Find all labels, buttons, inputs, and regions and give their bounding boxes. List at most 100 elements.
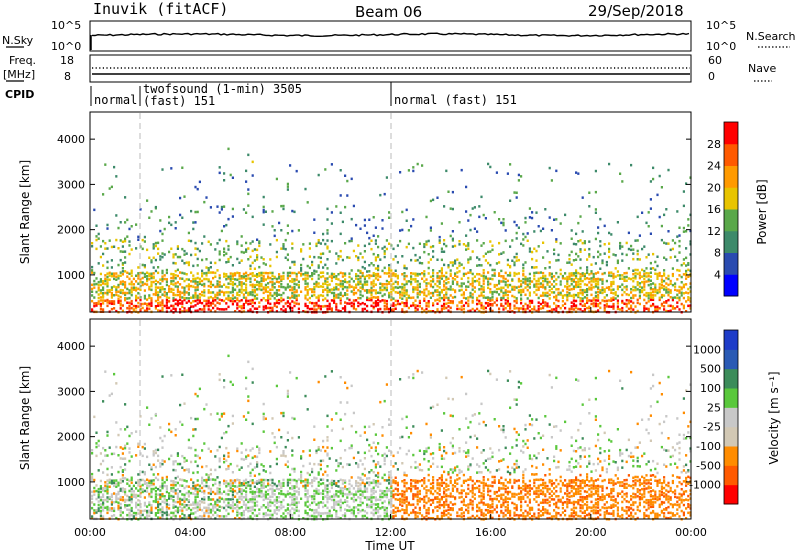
velocity-cell: [161, 511, 163, 514]
velocity-cell: [357, 504, 359, 507]
power-cell: [289, 267, 291, 270]
velocity-cell: [214, 479, 216, 482]
power-cell: [157, 242, 159, 245]
velocity-cell: [142, 488, 144, 491]
power-cell: [241, 291, 243, 294]
power-cell: [667, 242, 669, 245]
power-cell: [201, 294, 203, 297]
power-cell: [606, 305, 608, 308]
power-cell: [639, 277, 641, 280]
velocity-cell: [201, 509, 203, 512]
power-cell: [650, 296, 652, 299]
power-cell: [395, 270, 397, 273]
power-cell: [331, 280, 333, 283]
velocity-cell: [208, 478, 210, 481]
power-cell: [335, 296, 337, 299]
power-cell: [219, 289, 221, 292]
velocity-cell: [227, 489, 229, 492]
power-cell: [366, 275, 368, 278]
power-cell: [487, 283, 489, 286]
power-cell: [555, 299, 557, 302]
power-cell: [604, 225, 606, 228]
velocity-cell: [175, 484, 177, 487]
power-cell: [197, 188, 199, 191]
power-cell: [243, 289, 245, 292]
velocity-cell: [344, 512, 346, 515]
power-cell: [450, 235, 452, 238]
power-cell: [498, 288, 500, 291]
velocity-cell: [353, 412, 355, 415]
velocity-cell: [381, 426, 383, 429]
velocity-cell: [216, 412, 218, 415]
velocity-cell: [161, 509, 163, 512]
power-cell: [342, 307, 344, 310]
power-cell: [654, 291, 656, 294]
power-cell: [315, 308, 317, 311]
velocity-cell: [93, 503, 95, 506]
velocity-cell: [122, 458, 124, 461]
power-cell: [637, 216, 639, 219]
power-cell: [423, 270, 425, 273]
velocity-cell: [263, 482, 265, 485]
power-cell: [150, 305, 152, 308]
velocity-cell: [342, 466, 344, 469]
power-cell: [445, 276, 447, 279]
power-cell: [535, 289, 537, 292]
velocity-cell: [236, 486, 238, 489]
power-cell: [546, 305, 548, 308]
velocity-cell: [126, 509, 128, 512]
power-cell: [172, 253, 174, 256]
velocity-cell: [236, 447, 238, 450]
velocity-cell: [208, 512, 210, 515]
power-cell: [142, 303, 144, 306]
velocity-cell: [168, 423, 170, 426]
velocity-cell: [247, 400, 249, 403]
velocity-cell: [102, 460, 104, 463]
power-cell: [256, 254, 258, 257]
power-cell: [186, 273, 188, 276]
power-cell: [436, 285, 438, 288]
velocity-cell: [381, 434, 383, 437]
velocity-cell: [267, 514, 269, 517]
power-cell: [175, 282, 177, 285]
velocity-cell: [133, 490, 135, 493]
velocity-cell: [194, 507, 196, 510]
velocity-cell: [203, 442, 205, 445]
power-cell: [256, 276, 258, 279]
power-cell: [687, 276, 689, 279]
velocity-cell: [221, 437, 223, 440]
velocity-cell: [282, 450, 284, 453]
velocity-cell: [304, 395, 306, 398]
power-cell: [263, 258, 265, 261]
velocity-cell: [216, 449, 218, 452]
power-cell: [137, 297, 139, 300]
power-cell: [524, 276, 526, 279]
power-cell: [183, 293, 185, 296]
power-cell: [135, 289, 137, 292]
power-cell: [637, 281, 639, 284]
power-cell: [289, 272, 291, 275]
velocity-cell: [225, 498, 227, 501]
power-cell: [274, 286, 276, 289]
power-cell: [632, 273, 634, 276]
velocity-cell: [300, 476, 302, 479]
velocity-cell: [170, 498, 172, 501]
velocity-cell: [245, 485, 247, 488]
power-cell: [344, 308, 346, 311]
velocity-cell: [179, 421, 181, 424]
power-cell: [366, 291, 368, 294]
power-cell: [617, 305, 619, 308]
power-cell: [287, 305, 289, 308]
power-cell: [678, 289, 680, 292]
velocity-cell: [186, 492, 188, 495]
power-cell: [595, 208, 597, 211]
velocity-cell: [117, 484, 119, 487]
velocity-cell: [113, 453, 115, 456]
power-cell: [579, 289, 581, 292]
power-cell: [221, 208, 223, 211]
power-cell: [137, 274, 139, 277]
velocity-cell: [326, 436, 328, 439]
velocity-cell: [381, 502, 383, 505]
velocity-cell: [168, 492, 170, 495]
velocity-cell: [95, 432, 97, 435]
